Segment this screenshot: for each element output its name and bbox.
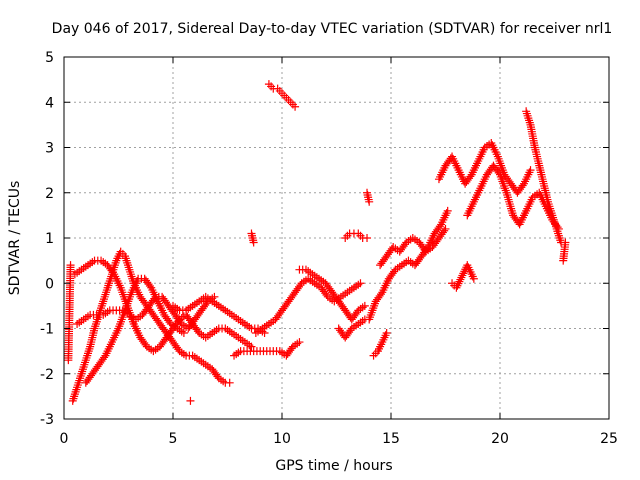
data-point [435,222,444,231]
data-point [459,269,468,278]
data-point [295,338,304,347]
data-point [561,238,570,247]
data-point [186,396,195,405]
data-point [400,240,409,249]
data-point [376,290,385,299]
data-point [469,274,478,283]
data-point [346,326,355,335]
data-point [193,327,202,336]
y-tick-label: 0 [45,276,54,292]
data-point [360,301,369,310]
data-point [440,226,449,235]
data-point [225,378,234,387]
y-tick-label: 4 [45,95,54,111]
data-point [365,197,374,206]
data-point [526,166,535,175]
y-tick-label: 3 [45,141,54,157]
x-tick-label: 20 [491,431,509,447]
data-point [145,281,154,290]
y-tick-label: -3 [40,412,54,428]
data-point [455,277,464,286]
data-point [108,268,117,277]
data-point [64,356,73,365]
data-point [287,344,296,353]
y-tick-label: -1 [40,322,54,338]
data-point [249,238,258,247]
data-point [363,234,372,242]
x-tick-label: 5 [169,431,178,447]
data-point [352,308,361,317]
x-tick-label: 10 [273,431,291,447]
data-point [141,340,150,349]
x-tick-label: 15 [382,431,400,447]
axis-ticks: 0 5 10 15 20 25 -3 -2 -1 0 1 2 3 4 5 [40,50,618,447]
chart-title: Day 046 of 2017, Sidereal Day-to-day VTE… [52,21,613,37]
x-axis-label: GPS time / hours [275,458,392,474]
data-point [179,329,188,338]
y-tick-label: 5 [45,50,54,66]
data-point [454,279,463,288]
y-axis-label: SDTVAR / TECUs [7,181,23,296]
data-point [174,345,183,354]
x-tick-label: 0 [60,431,69,447]
grid [64,57,609,419]
data-point [322,291,331,300]
data-points [64,80,570,405]
data-point [452,283,461,292]
data-point [456,275,465,284]
x-tick-label: 25 [600,431,618,447]
data-point [457,273,466,282]
y-tick-label: 1 [45,231,54,247]
data-point [518,181,527,190]
data-point [494,168,503,177]
data-point [247,342,256,351]
data-point [291,102,300,111]
data-point [458,271,467,280]
data-point [213,372,222,381]
data-point [390,267,399,276]
y-tick-label: -2 [40,367,54,383]
data-point [466,172,475,181]
data-point [202,299,211,308]
data-point [356,279,365,288]
data-point [382,329,391,338]
data-point [176,318,185,327]
data-point [165,318,174,327]
data-point [296,281,305,290]
data-point [443,206,452,215]
data-point [453,281,462,290]
data-point [460,267,469,276]
data-point [441,224,450,233]
data-point [100,353,109,362]
y-tick-label: 2 [45,186,54,202]
